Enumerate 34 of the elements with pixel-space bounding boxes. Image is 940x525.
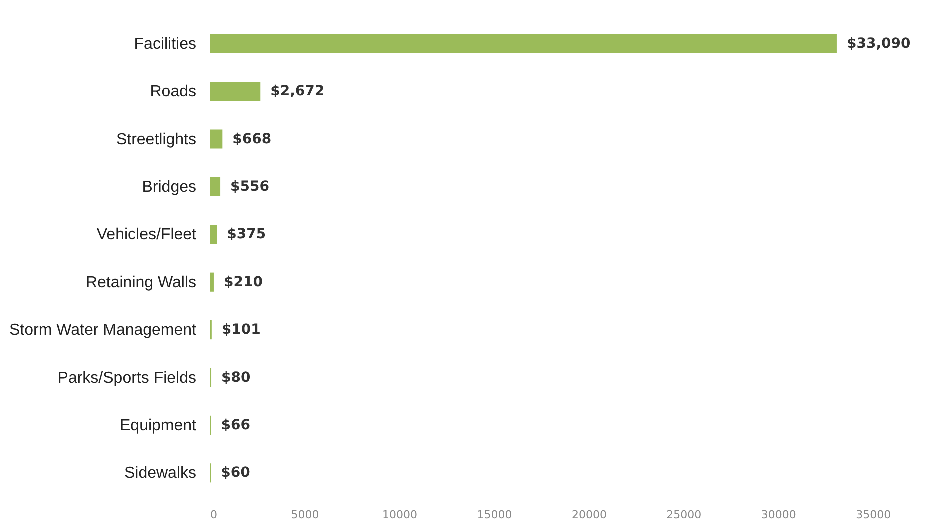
bar — [210, 272, 214, 292]
data-label: $80 — [222, 370, 251, 386]
y-tick-label: Retaining Walls — [86, 274, 196, 292]
bar — [210, 177, 221, 196]
x-tick-label: 0 — [210, 508, 218, 522]
y-tick-label: Sidewalks — [124, 465, 196, 482]
bar — [210, 82, 261, 102]
data-label: $668 — [232, 131, 272, 148]
bar — [210, 130, 223, 149]
y-tick-label: Parks/Sports Fields — [58, 370, 196, 387]
y-tick-label: Facilities — [134, 36, 196, 53]
x-tick-label: 25000 — [666, 508, 702, 522]
y-tick-label: Roads — [150, 84, 196, 101]
x-tick-label: 15000 — [477, 508, 512, 522]
y-tick-label: Equipment — [120, 417, 198, 434]
bar — [210, 225, 218, 244]
x-tick-label: 20000 — [572, 508, 607, 522]
x-tick-label: 5000 — [291, 508, 320, 522]
x-tick-label: 30000 — [761, 508, 796, 522]
data-label: $101 — [222, 322, 261, 338]
data-label: $2,672 — [270, 84, 325, 100]
data-label: $556 — [230, 178, 270, 195]
y-tick-label: Storm Water Management — [9, 322, 198, 340]
x-tick-label: 35000 — [856, 508, 892, 522]
x-tick-label: 10000 — [382, 508, 418, 522]
data-label: $66 — [221, 417, 250, 434]
data-label: $33,090 — [846, 36, 911, 52]
data-label: $375 — [227, 226, 266, 243]
data-label: $60 — [221, 465, 251, 482]
data-label: $210 — [224, 274, 264, 290]
y-tick-label: Bridges — [142, 178, 196, 196]
bar — [210, 34, 837, 54]
y-tick-label: Vehicles/Fleet — [96, 226, 198, 244]
y-tick-label: Streetlights — [116, 131, 196, 148]
